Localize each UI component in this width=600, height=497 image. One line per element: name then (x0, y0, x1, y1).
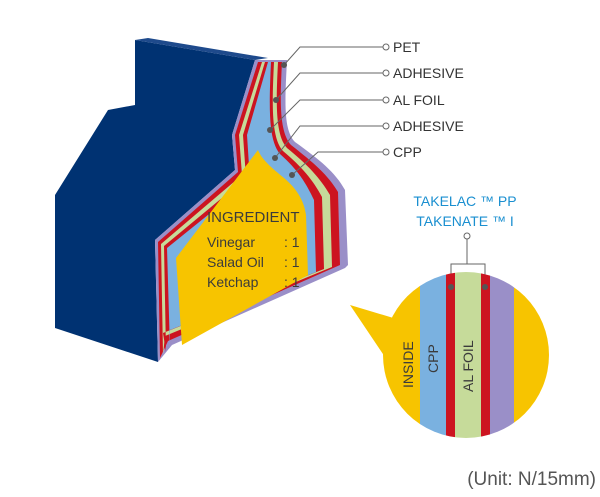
zoom-band-adhesive-inner (446, 272, 455, 438)
callout-dot-pet (281, 62, 287, 68)
ingredient-name-ketchap: Ketchap (207, 274, 259, 290)
ingredient-name-vinegar: Vinegar (207, 234, 255, 250)
adhesive-product-takenate: TAKENATE ™ I (416, 213, 514, 229)
callout-label-cpp: CPP (393, 144, 422, 160)
callout-label-adhesive-inner: ADHESIVE (393, 118, 464, 134)
callout-end-al-foil (382, 96, 390, 104)
zoom-band-pet (490, 272, 514, 438)
callout-dot-adhesive-inner (272, 155, 278, 161)
adhesive-product-takelac: TAKELAC ™ PP (413, 193, 516, 209)
ingredient-heading: INGREDIENT (207, 209, 300, 226)
zoom-magnifier: INSIDE CPP AL FOIL (350, 272, 549, 438)
zoom-band-cpp (420, 272, 446, 438)
ingredient-ratio-salad-oil: : 1 (284, 254, 300, 270)
zoom-label-al-foil: AL FOIL (460, 340, 476, 392)
callout-end-adhesive-outer (382, 69, 390, 77)
zoom-adhesive-dot-inner (448, 284, 454, 290)
zoom-band-al-foil (455, 272, 481, 438)
zoom-adhesive-dot-outer (482, 284, 488, 290)
callout-label-al-foil: AL FOIL (393, 92, 445, 108)
zoom-band-outside (514, 272, 549, 438)
zoom-label-cpp: CPP (425, 344, 441, 373)
callout-end-pet (382, 43, 390, 51)
ingredient-ratio-ketchap: : 1 (284, 274, 300, 290)
ingredient-ratio-vinegar: : 1 (284, 234, 300, 250)
zoom-label-inside: INSIDE (400, 341, 416, 388)
layer-callouts (269, 46, 386, 176)
pouch-top-edge (135, 38, 268, 60)
callout-end-adhesive-inner (382, 122, 390, 130)
callout-dot-adhesive-outer (273, 97, 279, 103)
unit-note: (Unit: N/15mm) (467, 469, 596, 490)
adhesive-bracket-top-ring (463, 232, 471, 240)
callout-label-adhesive-outer: ADHESIVE (393, 65, 464, 81)
pouch-contents (176, 150, 308, 345)
callout-dot-cpp (289, 172, 295, 178)
callout-label-pet: PET (393, 39, 421, 55)
pouch-cross-section (55, 38, 348, 362)
ingredient-name-salad-oil: Salad Oil (207, 254, 264, 270)
callout-dot-al-foil (267, 127, 273, 133)
pouch-outer-body (55, 40, 255, 362)
callout-end-cpp (382, 148, 390, 156)
zoom-band-adhesive-outer (481, 272, 490, 438)
